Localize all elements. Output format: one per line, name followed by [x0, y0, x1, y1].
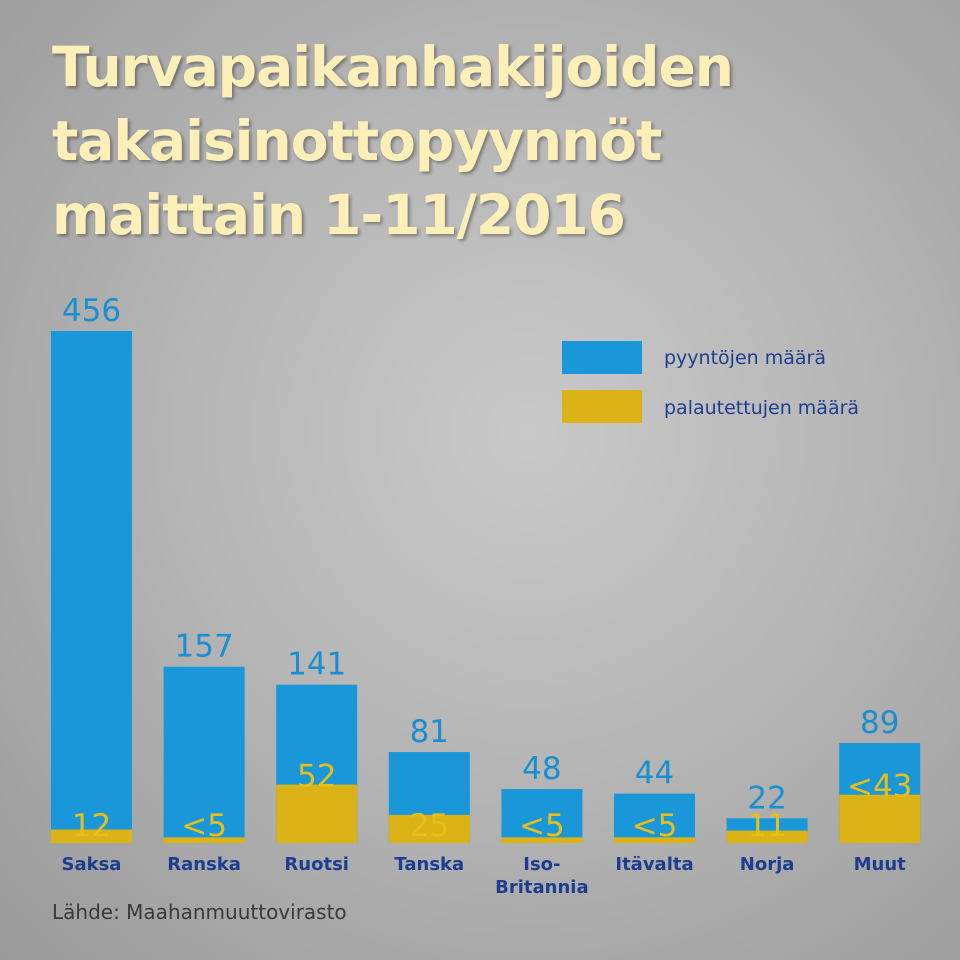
- legend-label-returned: palautettujen määrä: [664, 397, 859, 419]
- value-label-requests-ranska: 157: [175, 629, 234, 665]
- bar-returned-muut: [839, 794, 921, 843]
- category-label-muut: Muut: [854, 854, 907, 875]
- legend-swatch-requests: [562, 341, 642, 374]
- bars-group: 456 12 Saksa 157 <5 Ranska 141 52 Ruotsi 81 25 Tans…: [51, 293, 921, 898]
- value-label-requests-saksa: 456: [62, 293, 121, 329]
- chart-title-line-1: Turvapaikanhakijoiden: [52, 35, 734, 99]
- bar-returned-ranska: [163, 837, 245, 843]
- category-label-tanska: Tanska: [394, 854, 464, 875]
- value-label-returned-tanska: 25: [410, 808, 449, 844]
- value-label-returned-ranska: <5: [181, 808, 227, 844]
- bar-returned-itävalta: [614, 837, 695, 843]
- legend: pyyntöjen määrä palautettujen määrä: [562, 341, 859, 423]
- category-label-ruotsi: Ruotsi: [284, 854, 349, 875]
- value-label-returned-ruotsi: 52: [297, 759, 336, 795]
- bar-returned-tanska: [388, 814, 470, 843]
- category-label-iso-britannia-2: Britannia: [495, 877, 588, 898]
- category-label-iso-britannia-1: Iso-: [523, 854, 560, 875]
- value-label-returned-norja: 11: [747, 808, 786, 844]
- category-label-ranska: Ranska: [167, 854, 241, 875]
- value-label-requests-ruotsi: 141: [287, 647, 346, 683]
- value-label-returned-itävalta: <5: [632, 808, 678, 844]
- legend-label-requests: pyyntöjen määrä: [664, 347, 826, 369]
- value-label-requests-muut: 89: [860, 705, 899, 741]
- bar-requests-itävalta: [614, 793, 695, 843]
- bar-returned-norja: [726, 830, 808, 843]
- value-label-returned-iso-britannia: <5: [519, 808, 565, 844]
- value-label-returned-muut: <43: [847, 769, 912, 805]
- value-label-requests-itävalta: 44: [635, 756, 674, 792]
- category-label-norja: Norja: [740, 854, 795, 875]
- bar-returned-saksa: [51, 829, 132, 843]
- bar-requests-iso-britannia: [501, 789, 583, 843]
- category-label-itävalta: Itävalta: [615, 854, 693, 875]
- chart-title-line-3: maittain 1-11/2016: [52, 183, 626, 247]
- bar-requests-saksa: [51, 331, 132, 843]
- value-label-requests-norja: 22: [747, 780, 786, 816]
- chart-title: Turvapaikanhakijoiden takaisinottopyynnö…: [52, 30, 932, 252]
- value-label-returned-saksa: 12: [72, 808, 111, 844]
- bar-returned-ruotsi: [276, 784, 358, 843]
- bar-requests-ranska: [163, 666, 245, 843]
- source-note: Lähde: Maahanmuuttovirasto: [52, 900, 347, 924]
- chart-title-line-2: takaisinottopyynnöt: [52, 109, 662, 173]
- category-label-saksa: Saksa: [62, 854, 122, 875]
- value-label-requests-tanska: 81: [410, 714, 449, 750]
- bar-returned-iso-britannia: [501, 837, 583, 843]
- legend-swatch-returned: [562, 390, 642, 423]
- value-label-requests-iso-britannia: 48: [522, 751, 561, 787]
